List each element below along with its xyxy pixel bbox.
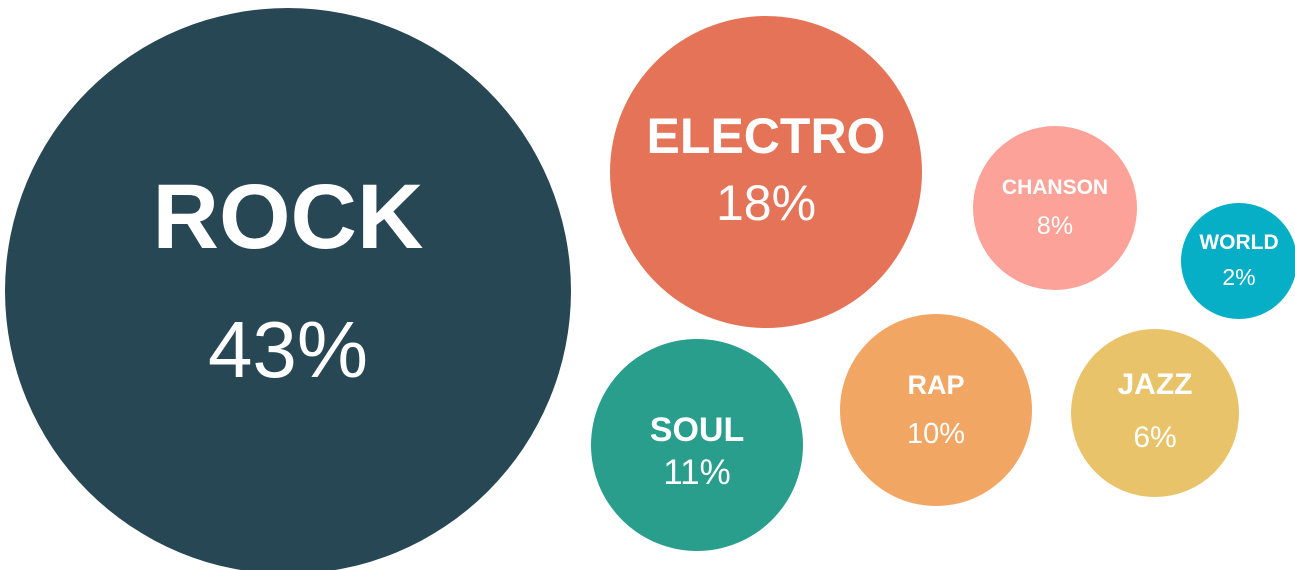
bubble-label-soul: SOUL (650, 411, 744, 449)
bubble-circle-world (1181, 203, 1295, 319)
bubble-circle-rap (840, 314, 1032, 506)
bubble-value-soul: 11% (663, 453, 730, 492)
bubble-value-chanson: 8% (1037, 212, 1073, 240)
bubble-world: WORLD 2% (1181, 203, 1295, 319)
bubble-soul: SOUL 11% (591, 339, 803, 551)
bubble-circle-soul (591, 339, 803, 551)
bubble-chanson: CHANSON 8% (973, 126, 1137, 290)
bubble-circle-jazz (1071, 329, 1239, 497)
bubble-circle-electro (610, 16, 922, 328)
bubble-label-jazz: JAZZ (1118, 368, 1193, 401)
bubble-label-chanson: CHANSON (1002, 176, 1108, 199)
bubble-value-rock: 43% (208, 305, 368, 394)
bubble-jazz: JAZZ 6% (1071, 329, 1239, 497)
bubble-rap: RAP 10% (840, 314, 1032, 506)
bubble-electro: ELECTRO 18% (610, 16, 922, 328)
bubble-rock: ROCK 43% (5, 8, 571, 570)
bubble-label-world: WORLD (1199, 231, 1278, 254)
bubble-circle-chanson (973, 126, 1137, 290)
bubble-value-jazz: 6% (1133, 421, 1176, 454)
bubble-value-electro: 18% (716, 175, 816, 231)
bubble-label-rap: RAP (907, 370, 964, 400)
bubble-label-electro: ELECTRO (647, 108, 886, 164)
bubble-value-world: 2% (1222, 264, 1255, 290)
bubble-label-rock: ROCK (153, 166, 424, 268)
bubble-circle-rock (5, 8, 571, 570)
bubble-value-rap: 10% (907, 418, 965, 450)
